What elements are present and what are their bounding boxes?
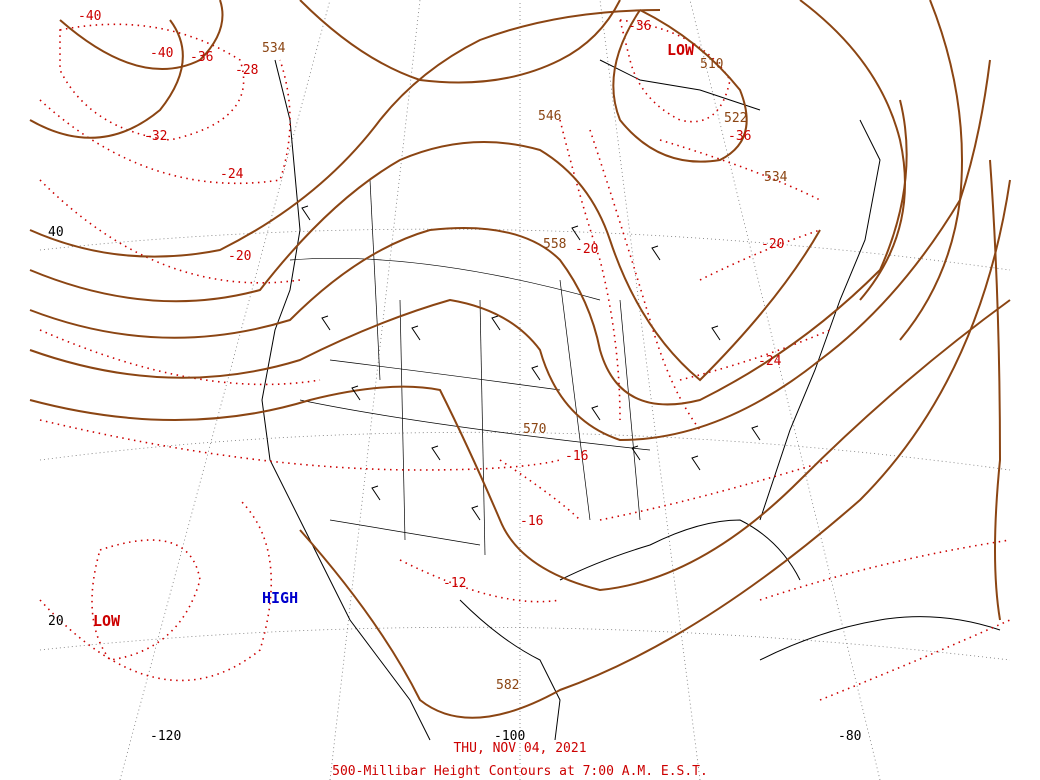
temp-label: -40: [78, 9, 101, 24]
temp-label: -24: [220, 167, 244, 182]
height-label: 510: [700, 57, 723, 72]
height-contours: [29, 0, 1011, 719]
height-label: 534: [262, 41, 286, 56]
height-label: 582: [496, 678, 519, 693]
temp-label: -20: [228, 249, 251, 264]
map-date: THU, NOV 04, 2021: [453, 741, 587, 756]
longitude-label: -120: [150, 729, 181, 744]
temp-label: -40: [150, 46, 173, 61]
temp-label: -12: [443, 576, 466, 591]
graticule: [39, 0, 1011, 780]
temp-label: -36: [190, 50, 213, 65]
map-title: 500-Millibar Height Contours at 7:00 A.M…: [332, 764, 708, 779]
latitude-label: 20: [48, 614, 64, 629]
temp-label: -28: [235, 63, 258, 78]
temp-label: -24: [758, 354, 782, 369]
longitude-label: -80: [838, 729, 861, 744]
temp-label: -36: [628, 19, 651, 34]
coastlines: [261, 59, 1001, 741]
temp-label: -36: [728, 129, 751, 144]
temp-label: -20: [761, 237, 784, 252]
high-pressure-label: HIGH: [262, 589, 298, 607]
height-label: 534: [764, 170, 788, 185]
latitude-label: 40: [48, 225, 64, 240]
temperature-contours: [39, 19, 1011, 701]
temp-label: -16: [565, 449, 588, 464]
temp-label: -20: [575, 242, 598, 257]
temp-label: -16: [520, 514, 543, 529]
low-pressure-label: LOW: [667, 41, 695, 59]
state-boundaries: [289, 179, 651, 556]
temp-label: -32: [144, 129, 167, 144]
low-pressure-label: LOW: [93, 612, 121, 630]
height-label: 570: [523, 422, 546, 437]
height-label: 546: [538, 109, 561, 124]
height-label: 558: [543, 237, 566, 252]
height-label: 522: [724, 111, 747, 126]
longitude-label: -100: [494, 729, 525, 744]
wind-barbs: [301, 205, 761, 521]
